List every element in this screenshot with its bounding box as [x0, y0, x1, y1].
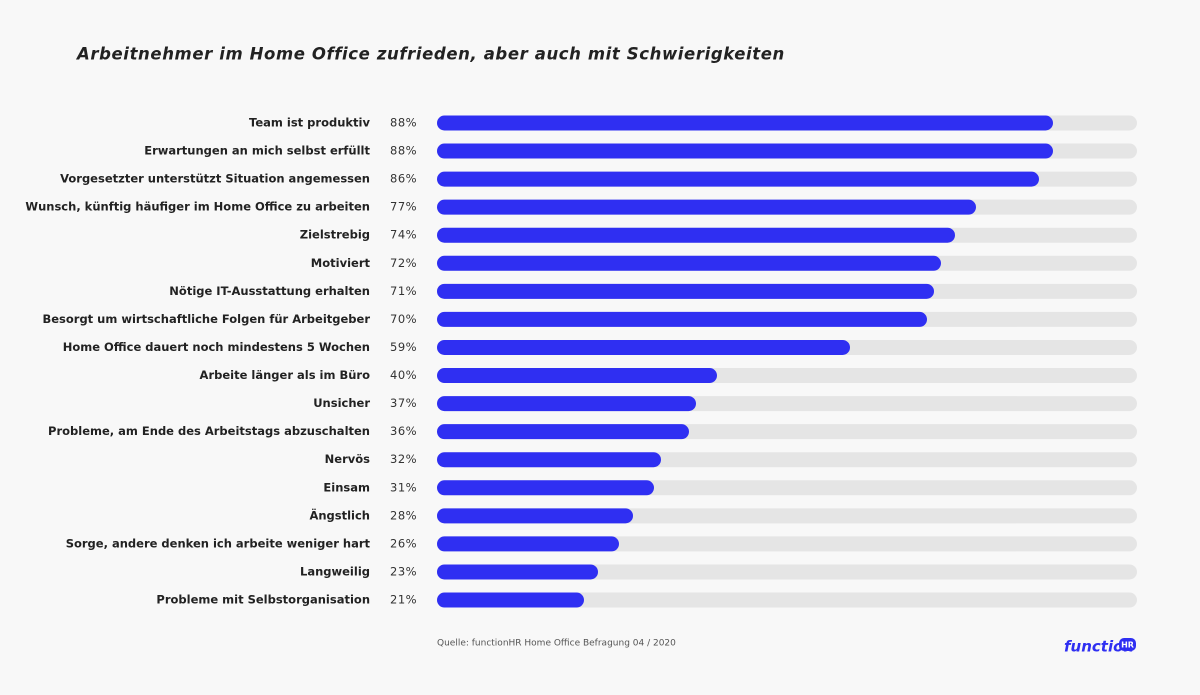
- logo-badge-text: HR: [1121, 641, 1134, 650]
- category-label: Zielstrebig: [300, 228, 370, 242]
- value-label: 88%: [390, 144, 417, 158]
- track: [437, 592, 1137, 608]
- category-label: Vorgesetzter unterstützt Situation angem…: [60, 172, 370, 186]
- category-label: Team ist produktiv: [249, 116, 370, 130]
- bar: [437, 171, 1039, 187]
- bar: [437, 199, 976, 215]
- bar: [437, 255, 941, 271]
- bar: [437, 143, 1053, 159]
- bar: [437, 339, 850, 355]
- value-label: 32%: [390, 452, 417, 466]
- bar: [437, 311, 927, 327]
- category-label: Probleme, am Ende des Arbeitstags abzusc…: [48, 424, 370, 438]
- bar: [437, 452, 661, 468]
- category-label: Motiviert: [311, 256, 371, 270]
- bar: [437, 508, 633, 524]
- category-label: Besorgt um wirtschaftliche Folgen für Ar…: [42, 312, 370, 326]
- bar: [437, 227, 955, 243]
- value-label: 28%: [390, 508, 417, 522]
- value-label: 31%: [390, 480, 417, 494]
- value-label: 70%: [390, 312, 417, 326]
- bar: [437, 536, 619, 552]
- bar: [437, 564, 598, 580]
- value-label: 71%: [390, 284, 417, 298]
- value-label: 72%: [390, 256, 417, 270]
- track: [437, 564, 1137, 580]
- bar: [437, 368, 717, 384]
- chart-title: Arbeitnehmer im Home Office zufrieden, a…: [75, 45, 785, 64]
- category-label: Wunsch, künftig häufiger im Home Office …: [25, 200, 370, 214]
- category-label: Einsam: [323, 480, 370, 494]
- logo-text: function: [1064, 638, 1134, 656]
- category-label: Erwartungen an mich selbst erfüllt: [144, 144, 370, 158]
- source: Quelle: functionHR Home Office Befragung…: [437, 639, 676, 649]
- bar: [437, 480, 654, 496]
- value-label: 59%: [390, 340, 417, 354]
- category-label: Sorge, andere denken ich arbeite weniger…: [66, 536, 371, 550]
- bar: [437, 283, 934, 299]
- logo-badge: [1119, 638, 1136, 651]
- category-label: Arbeite länger als im Büro: [200, 368, 371, 382]
- value-label: 37%: [390, 396, 417, 410]
- bar: [437, 115, 1053, 131]
- category-label: Unsicher: [313, 396, 370, 410]
- category-label: Probleme mit Selbstorganisation: [156, 593, 370, 607]
- value-label: 23%: [390, 564, 417, 578]
- value-label: 26%: [390, 536, 417, 550]
- category-label: Home Office dauert noch mindestens 5 Woc…: [63, 340, 370, 354]
- category-label: Langweilig: [300, 564, 370, 578]
- category-label: Nervös: [325, 452, 370, 466]
- value-label: 74%: [390, 228, 417, 242]
- value-label: 36%: [390, 424, 417, 438]
- value-label: 77%: [390, 200, 417, 214]
- bar: [437, 592, 584, 608]
- bar: [437, 424, 689, 440]
- category-label: Nötige IT-Ausstattung erhalten: [169, 284, 370, 298]
- value-label: 40%: [390, 368, 417, 382]
- category-label: Ängstlich: [309, 507, 370, 522]
- value-label: 88%: [390, 116, 417, 130]
- value-label: 86%: [390, 172, 417, 186]
- bar: [437, 396, 696, 412]
- value-label: 21%: [390, 593, 417, 607]
